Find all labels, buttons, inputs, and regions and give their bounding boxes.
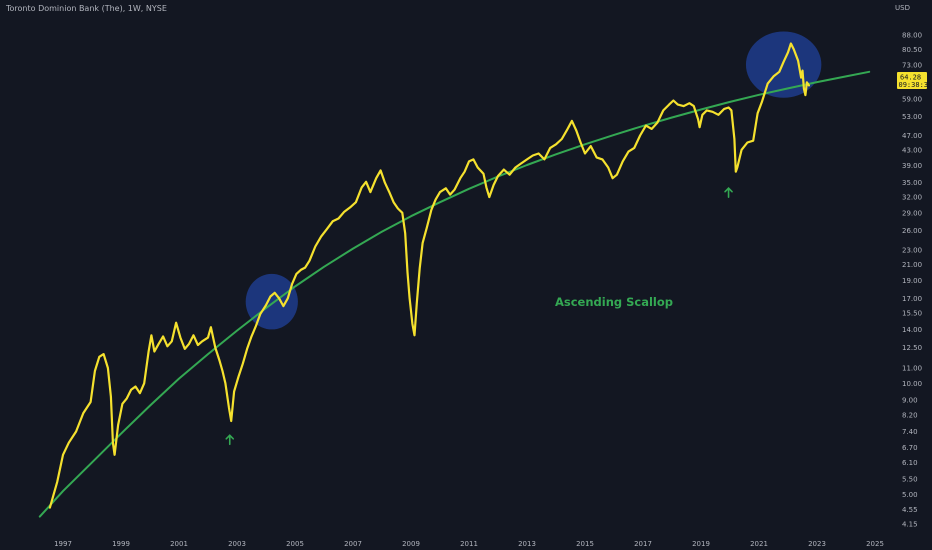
currency-label: USD (895, 4, 910, 12)
y-tick-label: 11.00 (902, 365, 922, 373)
y-tick-label: 59.00 (902, 96, 922, 104)
y-tick-label: 6.70 (902, 444, 918, 452)
x-tick-label: 1999 (112, 540, 130, 548)
up-arrow-icon (225, 434, 235, 446)
x-tick-label: 2007 (344, 540, 362, 548)
y-tick-label: 15.50 (902, 310, 922, 318)
x-tick-label: 2001 (170, 540, 188, 548)
price-tag-box (897, 72, 927, 89)
y-tick-label: 35.00 (902, 179, 922, 187)
x-tick-label: 2017 (634, 540, 652, 548)
y-tick-label: 7.40 (902, 428, 918, 436)
y-tick-label: 43.00 (902, 146, 922, 154)
y-axis: 88.00 80.50 73.00 59.00 53.00 47.00 43.00 39.00… (902, 32, 922, 529)
highlight-ellipse-2 (745, 31, 822, 98)
x-tick-label: 2003 (228, 540, 246, 548)
trend-curve-line (38, 70, 871, 518)
y-tick-label: 4.55 (902, 506, 918, 514)
y-tick-label: 4.15 (902, 521, 918, 529)
y-tick-label: 73.00 (902, 62, 922, 70)
y-tick-label: 6.10 (902, 459, 918, 467)
y-tick-label: 32.00 (902, 194, 922, 202)
y-tick-label: 17.00 (902, 295, 922, 303)
y-tick-label: 8.20 (902, 412, 918, 420)
y-tick-label: 23.00 (902, 246, 922, 254)
x-tick-label: 2005 (286, 540, 304, 548)
y-tick-label: 14.00 (902, 326, 922, 334)
x-tick-label: 2021 (750, 540, 768, 548)
y-tick-label: 47.00 (902, 132, 922, 140)
y-tick-label: 88.00 (902, 32, 922, 40)
y-tick-label: 53.00 (902, 113, 922, 121)
price-line (48, 42, 810, 509)
x-tick-label: 2025 (866, 540, 884, 548)
x-tick-label: 2019 (692, 540, 710, 548)
y-tick-label: 21.00 (902, 261, 922, 269)
y-tick-label: 12.50 (902, 344, 922, 352)
y-tick-label: 5.00 (902, 491, 918, 499)
y-tick-label: 29.00 (902, 209, 922, 217)
pattern-label: Ascending Scallop (555, 295, 673, 309)
price-tag-value: 64.28 (900, 74, 921, 82)
price-tag-countdown: 09:38:39 (899, 81, 932, 89)
y-tick-label: 5.50 (902, 476, 918, 484)
x-tick-label: 2023 (808, 540, 826, 548)
y-tick-label: 80.50 (902, 46, 922, 54)
x-tick-label: 2009 (402, 540, 420, 548)
y-tick-label: 9.00 (902, 397, 918, 405)
x-tick-label: 1997 (54, 540, 72, 548)
x-tick-label: 2011 (460, 540, 478, 548)
highlight-layer (245, 31, 822, 330)
x-tick-label: 2013 (518, 540, 536, 548)
up-arrow-stroke (225, 434, 235, 446)
y-tick-label: 26.00 (902, 227, 922, 235)
up-arrow-stroke (724, 187, 733, 198)
x-tick-label: 2015 (576, 540, 594, 548)
price-tag: 64.28 09:38:39 (897, 72, 932, 89)
highlight-ellipse-1 (245, 273, 298, 330)
up-arrow-icon (724, 187, 733, 198)
annotation-layer: Ascending Scallop (225, 187, 733, 446)
y-tick-label: 39.00 (902, 162, 922, 170)
chart-title: Toronto Dominion Bank (The), 1W, NYSE (6, 4, 167, 13)
y-tick-label: 10.00 (902, 380, 922, 388)
x-axis: 1997 1999 2001 2003 2005 2007 2009 2011 2013 2015… (54, 540, 884, 548)
series-layer (38, 42, 871, 518)
y-tick-label: 19.00 (902, 277, 922, 285)
